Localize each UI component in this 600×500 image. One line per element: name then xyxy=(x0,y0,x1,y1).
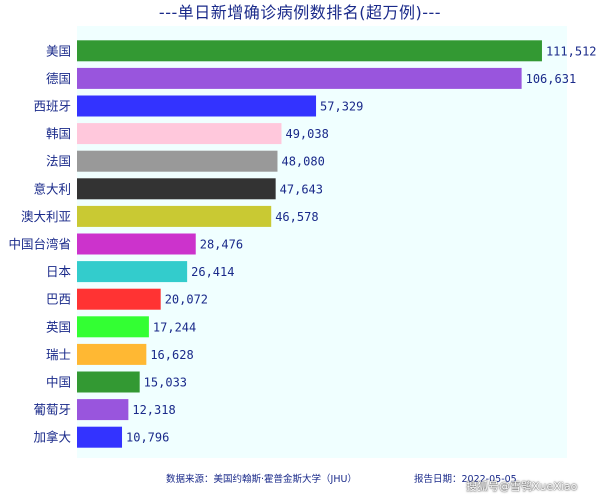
bar xyxy=(77,205,272,227)
category-label: 西班牙 xyxy=(33,99,71,114)
category-label: 加拿大 xyxy=(33,430,71,445)
category-label: 澳大利亚 xyxy=(21,209,71,224)
value-label: 111,512 xyxy=(546,44,597,58)
bar xyxy=(77,178,276,200)
value-label: 20,072 xyxy=(165,293,208,307)
value-label: 47,643 xyxy=(280,182,323,196)
category-label: 英国 xyxy=(46,319,71,334)
value-label: 46,578 xyxy=(275,210,318,224)
value-label: 12,318 xyxy=(132,403,175,417)
value-label: 106,631 xyxy=(526,72,577,86)
category-label: 葡萄牙 xyxy=(33,402,71,417)
value-label: 28,476 xyxy=(200,238,243,252)
value-label: 17,244 xyxy=(153,320,196,334)
value-label: 49,038 xyxy=(285,127,328,141)
bar xyxy=(77,316,149,338)
value-label: 16,628 xyxy=(150,348,193,362)
bar xyxy=(77,371,140,393)
data-source-note: 数据来源：美国约翰斯·霍普金斯大学（JHU） xyxy=(166,474,357,485)
category-label: 韩国 xyxy=(46,126,71,141)
category-label: 法国 xyxy=(46,154,71,169)
report-date: 报告日期：2022-05-05 xyxy=(414,474,517,485)
value-label: 15,033 xyxy=(144,376,187,390)
category-label: 日本 xyxy=(46,264,72,279)
value-label: 26,414 xyxy=(191,265,234,279)
bar xyxy=(77,40,542,62)
category-label: 德国 xyxy=(46,71,71,86)
bar xyxy=(77,288,161,310)
bar xyxy=(77,343,147,365)
category-label: 美国 xyxy=(46,43,71,58)
chart-title: ---单日新增确诊病例数排名(超万例)--- xyxy=(158,3,442,22)
bar xyxy=(77,426,123,448)
category-label: 中国 xyxy=(46,375,71,390)
bar xyxy=(77,67,522,89)
bar xyxy=(77,95,317,117)
bar xyxy=(77,150,278,172)
bar xyxy=(77,399,129,421)
bar xyxy=(77,123,282,145)
category-label: 巴西 xyxy=(46,292,71,307)
category-label: 瑞士 xyxy=(46,347,71,362)
watermark: 搜狐号@雪鸮XueXiao xyxy=(466,480,578,493)
bar xyxy=(77,233,196,255)
value-label: 57,329 xyxy=(320,100,363,114)
value-label: 10,796 xyxy=(126,431,169,445)
bar xyxy=(77,261,188,283)
category-label: 意大利 xyxy=(33,181,71,196)
category-label: 中国台湾省 xyxy=(8,237,71,252)
value-label: 48,080 xyxy=(281,155,324,169)
